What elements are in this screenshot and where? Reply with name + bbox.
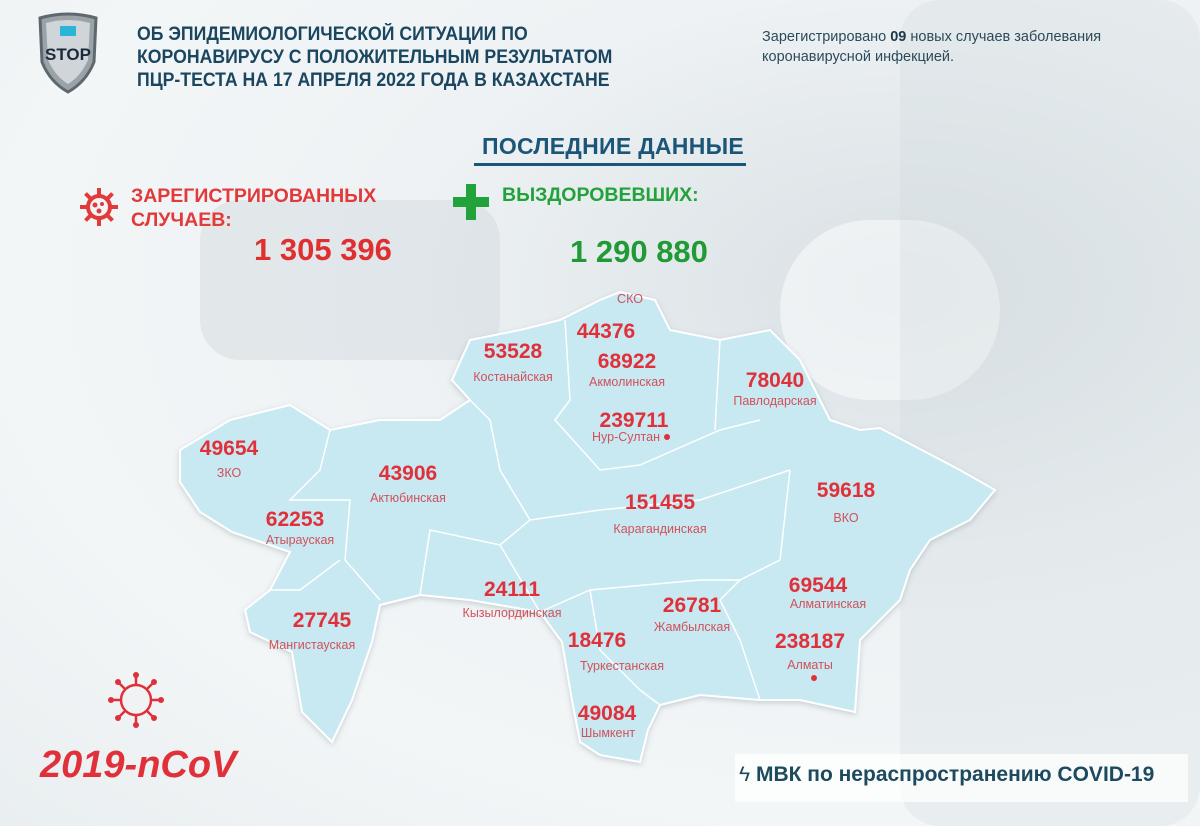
ncov-label: 2019-nCoV [40,744,237,786]
map-outline [179,290,997,764]
region-cases-value: 53528 [483,340,543,363]
region-name: Мангистауская [268,638,356,652]
commission-banner: ϟ МВК по нераспространению COVID-19 [735,754,1188,802]
city-marker [664,434,670,440]
region-name: Акмолинская [589,375,665,389]
region-name: Костанайская [473,370,553,384]
latest-data-heading: ПОСЛЕДНИЕ ДАННЫЕ [482,133,745,159]
region-name: Шымкент [580,726,636,740]
heading-underline [474,163,746,166]
title-line: ПЦР-ТЕСТА НА 17 АПРЕЛЯ 2022 ГОДА В КАЗАХ… [137,70,610,91]
region-cases-value: 78040 [745,369,805,392]
region-cases-value: 43906 [378,462,438,485]
region-cases-value: 27745 [292,609,352,632]
region-name: Жамбылская [653,620,731,634]
region-name: ЗКО [216,466,242,480]
title-line: ОБ ЭПИДЕМИОЛОГИЧЕСКОЙ СИТУАЦИИ ПО [137,24,528,45]
region-cases-value: 238187 [774,630,846,653]
region-name: Нур-Султан [592,430,660,444]
region-name: Алматинская [789,597,867,611]
registered-label: ЗАРЕГИСТРИРОВАННЫХ СЛУЧАЕВ: [131,185,377,231]
region-cases-value: 24111 [483,578,541,601]
virus-icon [78,186,120,233]
recovered-value: 1 290 880 [570,234,708,269]
recovered-label: ВЫЗДОРОВЕВШИХ: [502,184,699,206]
region-cases-value: 49654 [199,437,259,460]
plus-icon [453,184,489,225]
city-marker [811,675,817,681]
region-cases-value: 68922 [597,350,657,373]
region-name: Туркестанская [580,659,664,673]
page-title: ОБ ЭПИДЕМИОЛОГИЧЕСКОЙ СИТУАЦИИ ПО КОРОНА… [137,23,658,92]
covid-stop-logo: STOP [36,12,100,94]
svg-text:STOP: STOP [45,45,91,64]
commission-name: МВК по нераспространению COVID-19 [755,763,1155,786]
region-name: ВКО [833,511,859,525]
region-name: Карагандинская [613,522,707,536]
title-line: КОРОНАВИРУСУ С ПОЛОЖИТЕЛЬНЫМ РЕЗУЛЬТАТОМ [137,47,613,68]
region-name: Павлодарская [733,394,817,408]
registered-value: 1 305 396 [254,232,392,267]
region-cases-value: 239711 [599,409,669,432]
region-cases-value: 26781 [662,594,722,617]
region-cases-value: 49084 [577,702,637,725]
region-cases-value: 69544 [788,574,848,597]
region-name: Кызылординская [462,606,562,620]
lightning-icon: ϟ [739,763,751,786]
region-cases-value: 59618 [816,479,876,502]
new-cases-notice: Зарегистрировано 09 новых случаев заболе… [762,29,1102,65]
new-cases-count: 09 [890,29,907,45]
region-cases-value: 44376 [576,320,636,343]
region-cases-value: 18476 [567,629,627,652]
coronavirus-icon [108,672,164,733]
region-name: СКО [617,292,643,306]
region-name: Актюбинская [370,491,446,505]
region-name: Атырауская [265,533,335,547]
region-cases-value: 151455 [624,491,696,514]
region-name: Алматы [787,658,833,672]
region-cases-value: 62253 [265,508,325,531]
